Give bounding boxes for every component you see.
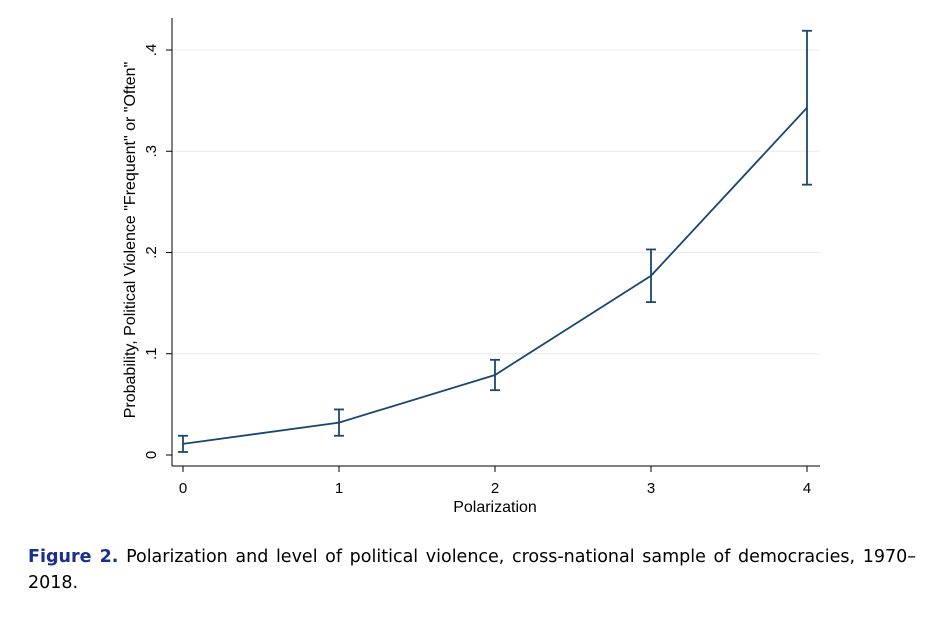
y-tick-label: .4	[143, 44, 160, 57]
series-lines	[182, 107, 808, 445]
y-tick-label: .3	[143, 145, 160, 158]
y-tick-label: .1	[143, 347, 160, 360]
figure-caption-text: Polarization and level of political viol…	[28, 547, 916, 593]
figure-caption: Figure 2. Polarization and level of poli…	[28, 544, 916, 596]
axes	[171, 18, 820, 467]
x-axis-ticks: 0 1 2 3 4	[179, 466, 811, 497]
x-tick-label: 2	[491, 480, 499, 497]
chart: 0 .1 .2 .3 .4 0 1 2 3 4 Polarization Probability…	[122, 18, 820, 516]
x-tick-label: 4	[803, 480, 811, 497]
grid-lines	[173, 49, 820, 355]
series-line	[182, 107, 808, 445]
x-axis-label: Polarization	[453, 499, 537, 516]
y-axis-label: Probability, Political Violence "Frequen…	[122, 62, 139, 419]
y-tick-label: 0	[143, 451, 160, 459]
y-axis-ticks: 0 .1 .2 .3 .4	[143, 44, 172, 459]
x-tick-label: 1	[335, 480, 343, 497]
x-tick-label: 3	[647, 480, 655, 497]
x-tick-label: 0	[179, 480, 187, 497]
figure-label: Figure 2.	[28, 547, 119, 567]
error-bars	[178, 29, 812, 453]
y-tick-label: .2	[143, 246, 160, 259]
